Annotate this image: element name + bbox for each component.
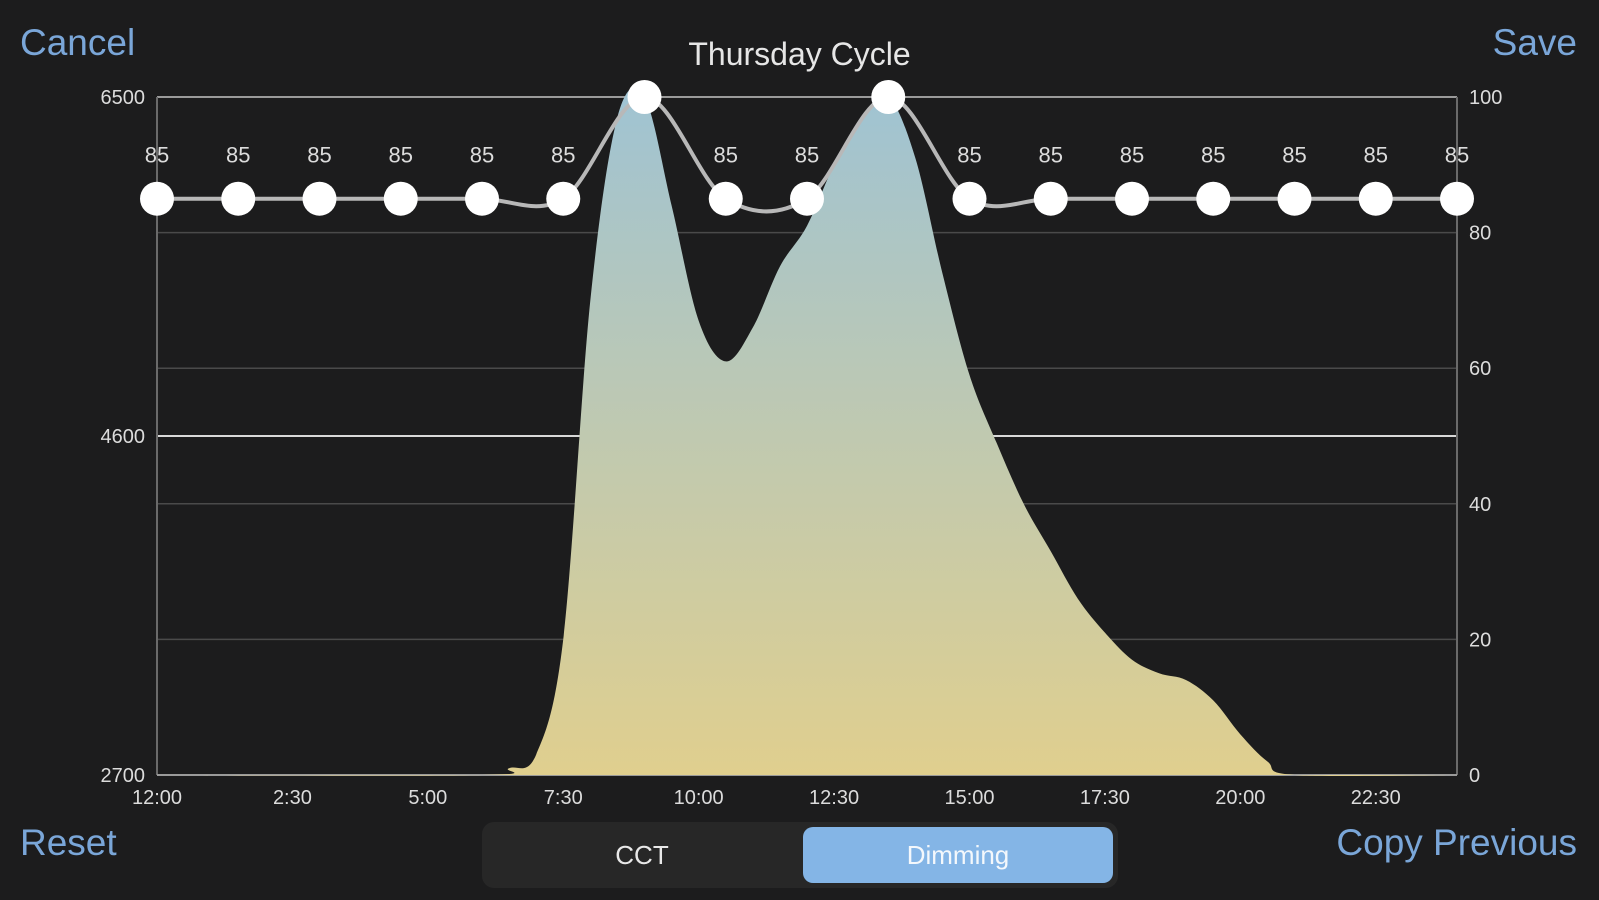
copy-previous-button[interactable]: Copy Previous (1336, 822, 1577, 863)
segment-cct[interactable]: CCT (615, 839, 669, 870)
control-point[interactable] (383, 181, 418, 216)
x-tick-label: 7:30 (544, 787, 583, 809)
control-point-label: 85 (1120, 143, 1144, 168)
control-point[interactable] (1115, 181, 1149, 216)
x-tick-label: 15:00 (944, 787, 994, 809)
control-point[interactable] (1033, 181, 1068, 216)
control-point-label: 85 (551, 143, 575, 168)
control-point-label: 85 (957, 143, 981, 168)
control-points-layer: 85 85 85 85 85 85 85 85 85 85 85 85 85 85 85 (140, 80, 1474, 216)
left-tick-label: 2700 (101, 765, 146, 787)
dimming-area (157, 88, 1457, 777)
control-point-label: 85 (389, 143, 413, 168)
x-tick-label: 2:30 (273, 787, 312, 809)
mode-segmented-control: CCT Dimming (482, 822, 1118, 888)
x-tick-label: 20:00 (1215, 787, 1265, 809)
x-tick-label: 17:30 (1080, 787, 1130, 809)
x-tick-label: 12:30 (809, 787, 859, 809)
control-point-label: 85 (1282, 143, 1306, 168)
right-tick-label: 60 (1469, 358, 1491, 380)
save-button[interactable]: Save (1492, 22, 1577, 63)
page-title: Thursday Cycle (688, 36, 911, 72)
x-tick-label: 10:00 (674, 787, 724, 809)
left-tick-label: 4600 (101, 426, 146, 448)
control-point[interactable] (221, 181, 256, 216)
control-point-label: 85 (1039, 143, 1063, 168)
control-point[interactable] (302, 181, 337, 216)
control-point[interactable] (546, 181, 581, 216)
control-point-label: 85 (226, 143, 250, 168)
cancel-button[interactable]: Cancel (20, 22, 136, 63)
right-tick-label: 20 (1469, 629, 1491, 651)
control-point-label: 85 (1364, 143, 1388, 168)
axis-layer: 12:00 2:30 5:00 7:30 10:00 12:30 15:00 17:30 20:… (101, 87, 1503, 809)
control-point[interactable] (140, 181, 174, 216)
control-point[interactable] (627, 80, 662, 114)
control-point-label: 85 (145, 143, 169, 168)
control-point[interactable] (1196, 181, 1231, 216)
control-point-label: 85 (470, 143, 494, 168)
control-point-label: 85 (1445, 143, 1469, 168)
control-point[interactable] (465, 181, 499, 216)
control-point[interactable] (708, 181, 743, 216)
control-point[interactable] (1277, 181, 1312, 216)
x-tick-label: 22:30 (1351, 787, 1401, 809)
control-point-label: 85 (714, 143, 738, 168)
segment-dimming[interactable]: Dimming (803, 827, 1113, 883)
right-tick-label: 40 (1469, 494, 1491, 516)
x-tick-label: 5:00 (408, 787, 447, 809)
control-point-label: 85 (307, 143, 331, 168)
right-tick-label: 100 (1469, 87, 1502, 109)
area-layer (157, 88, 1457, 777)
x-tick-label: 12:00 (132, 787, 182, 809)
reset-button[interactable]: Reset (20, 822, 117, 863)
control-point[interactable] (1358, 181, 1393, 216)
control-point[interactable] (790, 181, 824, 216)
right-tick-label: 0 (1469, 765, 1480, 787)
control-point-label: 85 (795, 143, 819, 168)
control-point[interactable] (1440, 181, 1474, 216)
control-point[interactable] (871, 80, 906, 114)
left-tick-label: 6500 (101, 87, 146, 109)
control-point[interactable] (952, 181, 987, 216)
control-point-label: 85 (1201, 143, 1225, 168)
right-tick-label: 80 (1469, 223, 1491, 245)
